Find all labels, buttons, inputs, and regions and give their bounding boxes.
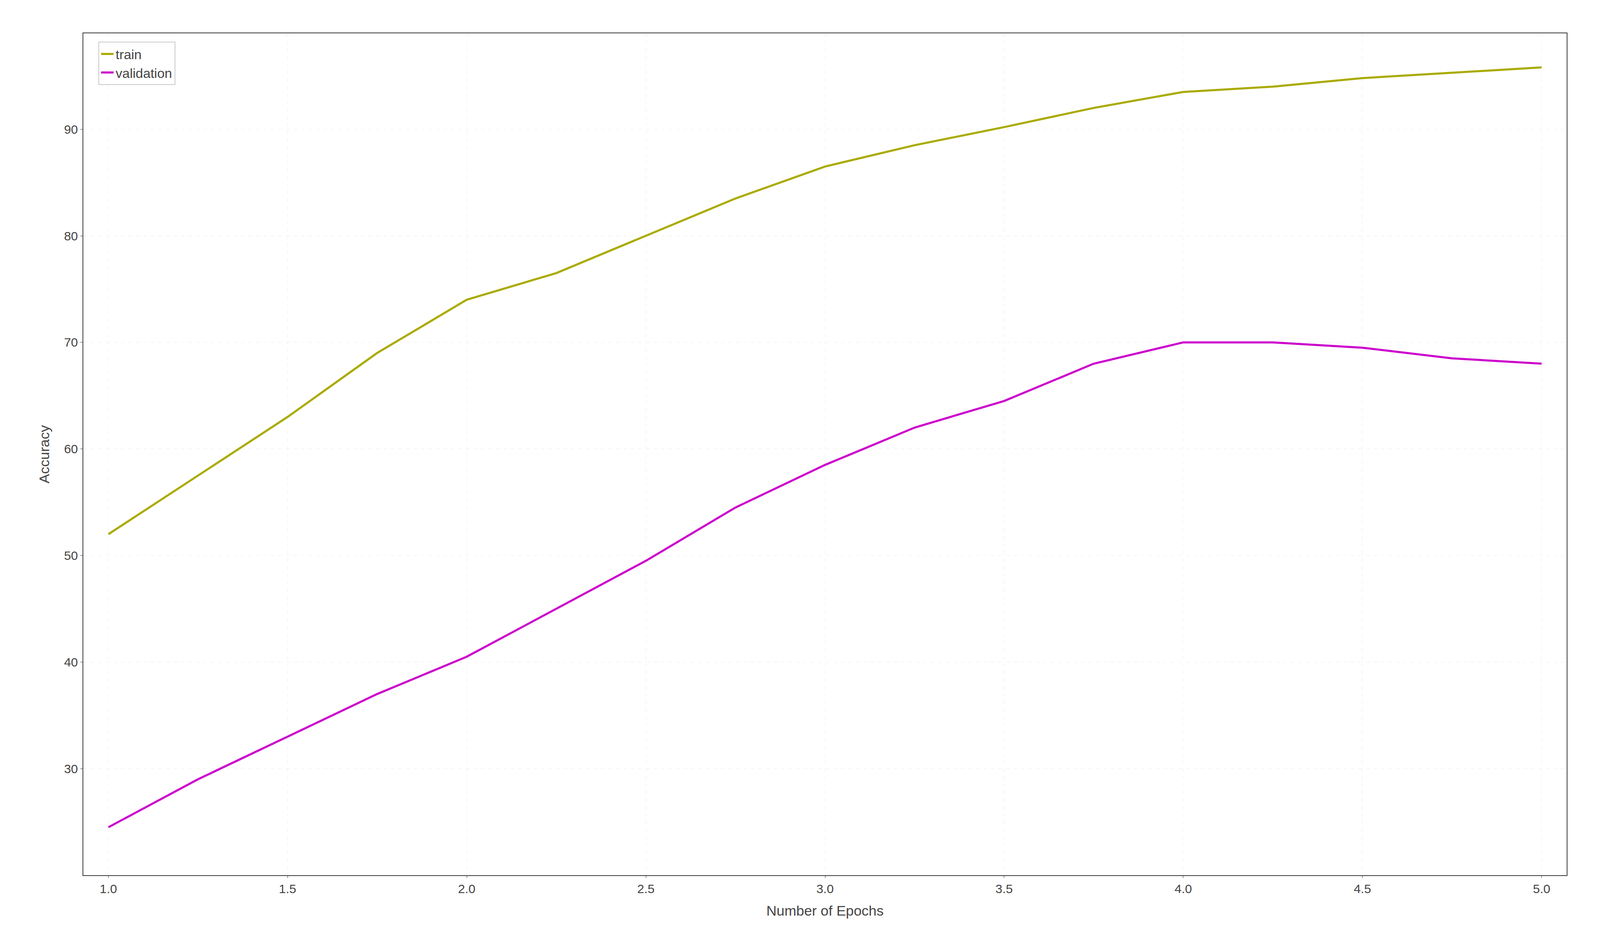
svg-text:3.5: 3.5 <box>995 882 1013 896</box>
svg-text:2.5: 2.5 <box>637 882 655 896</box>
svg-text:90: 90 <box>64 122 78 137</box>
svg-text:2.0: 2.0 <box>457 882 476 896</box>
svg-text:5.0: 5.0 <box>1532 882 1551 896</box>
svg-text:1.5: 1.5 <box>278 882 297 896</box>
svg-text:70: 70 <box>64 335 78 350</box>
svg-text:train: train <box>115 47 142 63</box>
svg-text:4.0: 4.0 <box>1174 882 1193 896</box>
svg-text:validation: validation <box>115 65 173 81</box>
svg-text:Accuracy: Accuracy <box>36 425 53 484</box>
svg-text:4.5: 4.5 <box>1353 882 1372 896</box>
svg-text:50: 50 <box>64 548 78 563</box>
svg-text:Number of Epochs: Number of Epochs <box>766 902 884 919</box>
svg-text:60: 60 <box>64 442 78 456</box>
svg-text:3.0: 3.0 <box>816 882 834 896</box>
svg-text:1.0: 1.0 <box>99 882 118 896</box>
svg-text:40: 40 <box>64 655 78 670</box>
svg-text:80: 80 <box>64 229 78 243</box>
svg-text:30: 30 <box>64 762 78 776</box>
